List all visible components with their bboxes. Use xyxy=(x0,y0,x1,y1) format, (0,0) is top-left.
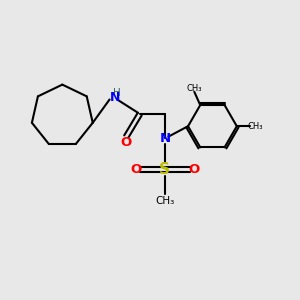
Text: O: O xyxy=(188,163,199,176)
Text: S: S xyxy=(159,162,170,177)
Text: CH₃: CH₃ xyxy=(187,84,202,93)
Text: O: O xyxy=(130,163,142,176)
Text: N: N xyxy=(110,92,120,104)
Text: O: O xyxy=(120,136,131,149)
Text: CH₃: CH₃ xyxy=(155,196,175,206)
Text: CH₃: CH₃ xyxy=(248,122,263,131)
Text: H: H xyxy=(112,88,120,98)
Text: N: N xyxy=(159,132,170,145)
